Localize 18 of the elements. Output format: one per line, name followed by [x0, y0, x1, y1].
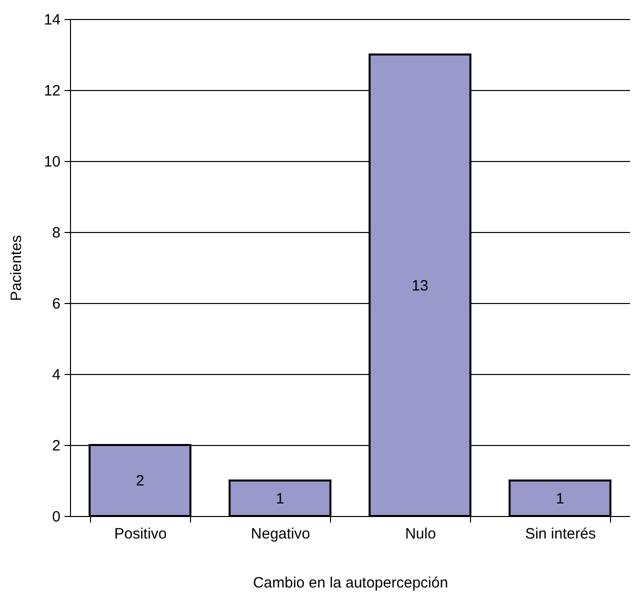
y-tick-label: 4 [52, 366, 60, 384]
x-tick-label: Nulo [405, 526, 436, 542]
x-tick-label: Sin interés [525, 526, 596, 542]
x-tick-label: Positivo [114, 526, 167, 542]
x-axis-title: Cambio en la autopercepción [252, 574, 448, 592]
data-label: 1 [276, 490, 284, 508]
y-axis-title: Pacientes [8, 235, 25, 301]
y-tick-label: 10 [44, 154, 60, 170]
x-tick-label: Negativo [250, 526, 310, 542]
y-tick-label: 0 [52, 508, 60, 526]
data-label: 2 [136, 472, 144, 490]
y-tick-label: 12 [44, 82, 60, 100]
data-label: 1 [556, 490, 564, 508]
y-tick-label: 8 [52, 224, 60, 242]
y-tick-label: 2 [52, 438, 60, 454]
data-label: 13 [412, 277, 428, 294]
y-tick-label: 6 [52, 296, 60, 312]
y-tick-label: 14 [44, 12, 60, 28]
